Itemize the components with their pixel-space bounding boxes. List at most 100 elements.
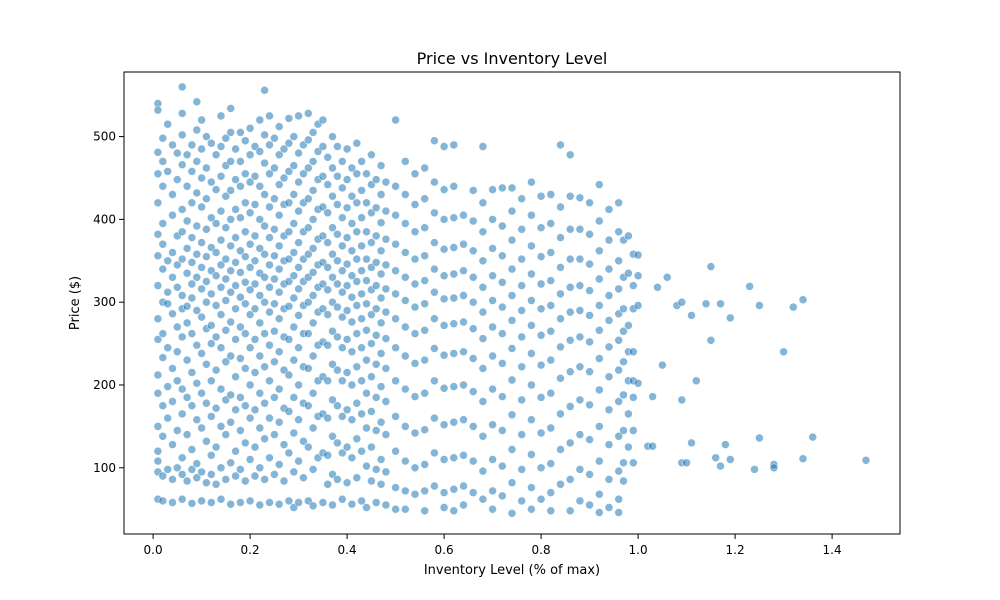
scatter-point [255,318,265,328]
scatter-point [202,194,211,203]
scatter-point [192,473,202,483]
scatter-point [328,191,337,201]
scatter-point [333,365,342,375]
scatter-point [337,343,347,353]
scatter-point [439,215,449,224]
scatter-point [308,157,318,166]
scatter-point [357,266,366,276]
scatter-point [648,441,657,451]
scatter-point [677,297,687,307]
x-tick-label: 0.4 [338,543,357,557]
scatter-point [241,169,250,179]
scatter-point [527,269,536,279]
scatter-point [163,287,172,297]
scatter-point [449,484,459,494]
scatter-point [371,498,381,507]
scatter-point [497,329,507,338]
scatter-point [420,223,430,232]
scatter-point [478,334,488,343]
scatter-point [497,491,507,501]
scatter-point [430,238,439,247]
scatter-point [725,313,735,323]
scatter-point [478,431,488,441]
scatter-point [202,436,211,446]
scatter-point [594,325,604,335]
scatter-point [371,304,381,314]
scatter-point [376,417,386,427]
scatter-point [274,417,284,427]
scatter-point [255,463,265,473]
scatter-point [357,186,366,195]
scatter-point [488,296,497,305]
scatter-point [182,150,192,160]
scatter-point [536,191,546,201]
scatter-point [497,426,507,435]
scatter-point [226,458,235,468]
scatter-point [289,190,299,199]
scatter-point [323,376,333,386]
scatter-point [279,144,289,154]
scatter-point [439,383,449,393]
scatter-point [245,380,255,390]
scatter-point [303,329,313,338]
scatter-point [168,248,177,257]
scatter-point [274,122,284,131]
scatter-point [585,198,594,208]
scatter-point [333,172,342,181]
scatter-point [231,304,240,314]
scatter-point [236,465,245,474]
scatter-point [391,289,400,299]
scatter-point [400,486,410,496]
scatter-point [376,479,386,489]
y-tick-label: 200 [93,378,116,392]
scatter-point [376,293,386,303]
scatter-point [585,311,594,320]
scatter-point [177,384,187,394]
scatter-point [439,271,449,281]
scatter-point [211,479,221,489]
scatter-point [556,373,565,383]
scatter-point [211,248,221,257]
scatter-point [236,128,245,137]
scatter-point [342,442,352,452]
scatter-point [536,223,546,232]
scatter-point [187,445,197,454]
scatter-point [391,343,400,353]
scatter-point [604,440,614,449]
scatter-point [517,281,527,290]
scatter-point [536,393,546,402]
scatter-point [527,349,536,358]
scatter-point [318,172,328,181]
scatter-point [357,314,366,324]
scatter-point [236,157,245,166]
scatter-point [211,271,221,281]
scatter-point [745,282,754,291]
y-tick-label: 500 [93,130,116,144]
scatter-point [303,442,313,452]
scatter-point [173,322,182,332]
scatter-point [333,279,342,289]
scatter-point [153,198,163,208]
scatter-point [294,498,303,507]
scatter-point [284,407,294,416]
scatter-point [604,205,614,214]
scatter-point [182,318,192,328]
scatter-point [716,299,725,309]
scatter-point [202,398,211,408]
scatter-point [231,233,240,242]
scatter-point [192,125,202,135]
scatter-point [163,343,172,353]
scatter-point [158,219,168,228]
scatter-point [211,442,221,452]
scatter-point [177,254,187,264]
scatter-point [381,260,391,270]
scatter-point [556,314,565,324]
scatter-point [284,198,294,208]
scatter-point [182,216,192,226]
scatter-point [231,258,240,267]
scatter-point [163,256,172,266]
scatter-point [187,233,197,242]
scatter-point [303,194,313,203]
scatter-point [497,359,507,368]
scatter-point [362,461,371,471]
